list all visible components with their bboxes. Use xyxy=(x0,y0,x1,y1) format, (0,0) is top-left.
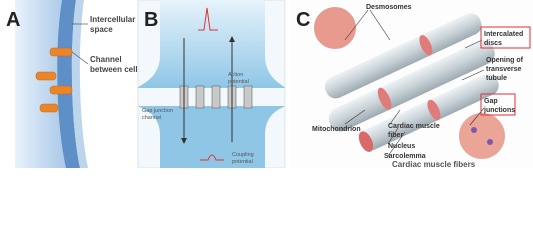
channel xyxy=(211,85,221,109)
figure: A Intercellular space Channel between ce… xyxy=(6,0,533,168)
highlight-box xyxy=(480,93,516,116)
cell-bottom xyxy=(138,106,285,168)
label: Gap junction xyxy=(142,108,173,114)
channels xyxy=(35,47,73,113)
pointers xyxy=(344,9,485,157)
action-spike xyxy=(198,7,218,31)
label: junctions xyxy=(483,107,515,114)
label: Intercalated xyxy=(484,31,523,38)
channel xyxy=(243,85,253,109)
label: transverse xyxy=(486,66,522,73)
label: Gap xyxy=(484,98,498,105)
coupling-bump xyxy=(200,154,224,161)
label: Desmosomes xyxy=(366,4,412,11)
channel xyxy=(195,85,205,109)
disc xyxy=(419,35,433,56)
fiber-end xyxy=(358,131,374,152)
cell-left xyxy=(15,0,66,168)
panel-a: A Intercellular space Channel between ce… xyxy=(6,0,143,168)
arrow-head xyxy=(181,138,187,144)
label: Channel xyxy=(90,55,122,64)
fiber xyxy=(328,40,495,132)
channel xyxy=(49,85,73,95)
channel xyxy=(35,71,57,81)
panel-label: C xyxy=(296,9,310,31)
highlight-box xyxy=(480,26,531,49)
disc xyxy=(377,87,392,110)
label: Nucleus xyxy=(388,143,415,150)
nucleus-dot xyxy=(487,139,493,145)
panel-label: B xyxy=(144,9,158,31)
channel xyxy=(39,103,59,113)
label: Intercellular xyxy=(90,15,135,24)
channel xyxy=(49,47,73,57)
pointer xyxy=(71,51,89,65)
label: between cells xyxy=(90,65,143,74)
panel-label: A xyxy=(6,9,20,31)
panel-c: C Desmosomes Intercalated discs Opening … xyxy=(290,0,533,168)
cell-top xyxy=(138,0,285,88)
fibers xyxy=(324,13,499,152)
nucleus-dot xyxy=(471,127,477,133)
inset xyxy=(457,111,507,161)
label: Coupling xyxy=(232,152,254,158)
label: Mitochondrion xyxy=(312,126,361,133)
panel-b: B Action potential Gap junction channel … xyxy=(137,0,286,168)
fiber xyxy=(324,13,482,99)
label: potential xyxy=(228,79,249,85)
label: Cardiac muscle xyxy=(388,123,440,130)
label: tubule xyxy=(486,75,507,82)
inset xyxy=(312,5,358,51)
label: fiber xyxy=(388,132,403,139)
disc xyxy=(427,99,441,121)
cell-right xyxy=(71,0,88,168)
arrow-head xyxy=(229,36,235,42)
label: discs xyxy=(484,40,502,47)
caption: Cardiac muscle fibers xyxy=(392,160,476,168)
label: space xyxy=(90,25,113,34)
label: Opening of xyxy=(486,57,524,64)
label: Action xyxy=(228,72,243,78)
label: Sarcolemma xyxy=(384,153,426,160)
label: potential xyxy=(232,159,253,165)
membrane xyxy=(57,0,80,168)
label: channel xyxy=(142,115,161,121)
